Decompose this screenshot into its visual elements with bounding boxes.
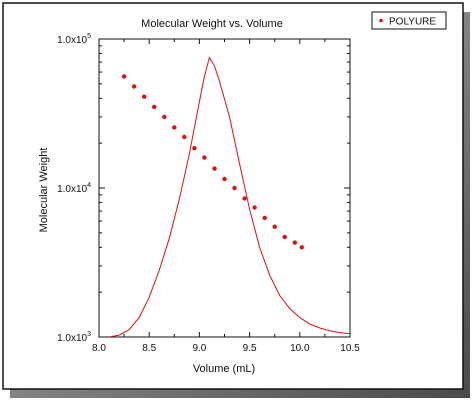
y-tick-mantissa: 1.0x10 bbox=[57, 184, 87, 195]
x-axis-tick-labels: 8.0 8.5 9.0 9.5 10.0 10.5 bbox=[92, 343, 360, 354]
y-tick-label: 1.0x104 bbox=[57, 182, 91, 195]
data-point bbox=[152, 104, 157, 110]
data-point bbox=[242, 196, 247, 201]
x-tick-label: 10.5 bbox=[340, 343, 360, 354]
data-point bbox=[212, 166, 217, 171]
data-point bbox=[299, 245, 304, 250]
y-axis-label: Molecular Weight bbox=[38, 148, 50, 233]
y-tick-label: 1.0x105 bbox=[57, 33, 91, 46]
axis-ticks bbox=[98, 38, 351, 338]
data-point bbox=[131, 84, 137, 89]
x-tick-label: 8.0 bbox=[92, 343, 106, 354]
data-point bbox=[142, 94, 147, 99]
data-point bbox=[162, 114, 167, 120]
data-point bbox=[222, 176, 227, 182]
data-point bbox=[182, 134, 187, 140]
data-point bbox=[272, 224, 277, 229]
data-point bbox=[232, 185, 237, 191]
x-tick-label: 9.5 bbox=[243, 343, 257, 354]
x-tick-label: 8.5 bbox=[142, 343, 156, 354]
legend-label: POLYURE bbox=[389, 17, 436, 28]
legend: POLYURE bbox=[371, 11, 447, 30]
legend-box bbox=[371, 11, 447, 30]
chart-title: Molecular Weight vs. Volume bbox=[141, 18, 283, 30]
y-tick-exponent: 4 bbox=[87, 182, 91, 189]
plot-area bbox=[98, 38, 351, 338]
series-line bbox=[108, 56, 350, 337]
x-tick-label: 9.0 bbox=[192, 343, 206, 354]
series-points bbox=[121, 74, 304, 250]
data-point bbox=[121, 74, 127, 79]
y-tick-mantissa: 1.0x10 bbox=[57, 333, 87, 344]
data-point bbox=[192, 146, 197, 151]
y-tick-label: 1.0x103 bbox=[57, 331, 91, 344]
y-tick-exponent: 3 bbox=[87, 331, 91, 338]
data-point bbox=[202, 155, 207, 160]
y-tick-exponent: 5 bbox=[87, 33, 91, 40]
data-point bbox=[262, 215, 267, 221]
data-point bbox=[172, 125, 177, 130]
distribution-curve bbox=[108, 56, 350, 337]
y-tick-mantissa: 1.0x10 bbox=[57, 35, 87, 46]
x-axis-label: Volume (mL) bbox=[193, 363, 255, 375]
legend-marker bbox=[379, 18, 383, 23]
x-tick-label: 10.0 bbox=[290, 343, 310, 354]
data-point bbox=[292, 240, 297, 245]
data-point bbox=[252, 205, 257, 210]
data-point bbox=[282, 234, 287, 240]
